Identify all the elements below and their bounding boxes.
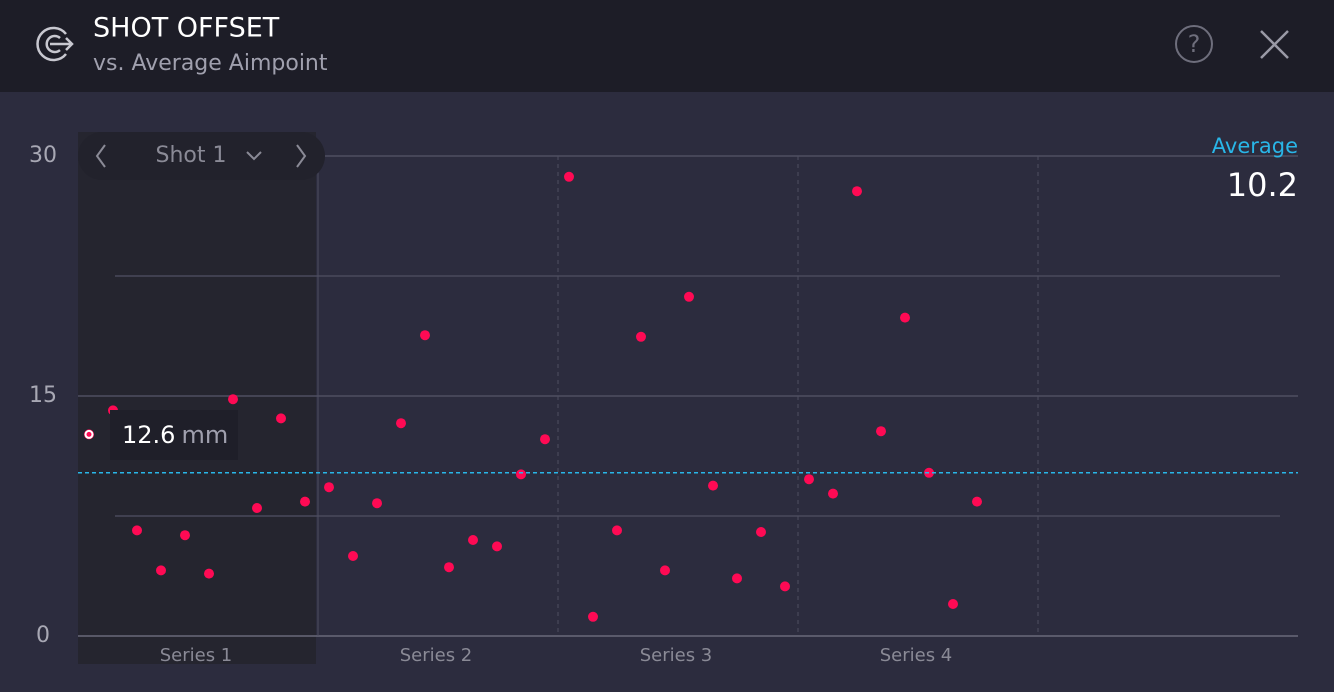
chart: 0 15 30 Series 1 Series 2 Series 3 Series 4 [29, 143, 1298, 666]
shot-point [300, 496, 310, 507]
close-button[interactable] [1260, 30, 1289, 59]
shot-point [852, 186, 862, 197]
shot-point [756, 527, 766, 537]
shot-point [708, 480, 718, 491]
shot-point [684, 291, 694, 302]
shot-point [444, 562, 454, 573]
shot-point [516, 469, 526, 480]
shot-point [132, 525, 142, 536]
shot-point [564, 171, 574, 182]
shot-point [948, 599, 958, 609]
header-title: SHOT OFFSET [93, 13, 280, 44]
dropdown-icon[interactable] [246, 151, 262, 161]
shot-point [588, 611, 598, 622]
prev-button[interactable] [95, 144, 106, 168]
y-tick-label: 30 [29, 143, 57, 168]
tooltip-unit: mm [181, 421, 228, 449]
x-tick-label: Series 3 [640, 645, 713, 666]
shot-point [972, 496, 982, 507]
shot-point [732, 573, 742, 584]
shot-point [252, 503, 262, 513]
help-button[interactable]: ? [1175, 25, 1213, 63]
shot-point [804, 474, 814, 485]
shot-point [156, 565, 166, 576]
shot-point [468, 535, 478, 545]
shot-point [876, 426, 886, 437]
header-subtitle: vs. Average Aimpoint [93, 51, 328, 76]
shot-point [660, 565, 670, 576]
shot-point [228, 394, 238, 405]
selected-band [78, 132, 316, 664]
shot-point [780, 581, 790, 592]
shot-point [348, 551, 358, 561]
shot-point [324, 482, 334, 493]
shot-point [828, 488, 838, 499]
logo-icon [36, 26, 74, 62]
shot-point [540, 434, 550, 445]
svg-text:?: ? [1188, 30, 1201, 58]
shot-point [372, 498, 382, 509]
shot-point [204, 568, 214, 579]
shot-point [276, 413, 286, 424]
tooltip: 12.6 mm [110, 410, 238, 460]
tooltip-value: 12.6 mm [122, 421, 228, 449]
header-bar [0, 0, 1334, 92]
shot-point [492, 541, 502, 552]
x-tick-label: Series 2 [400, 645, 473, 666]
shot-point [900, 312, 910, 323]
selector-label[interactable]: Shot 1 [156, 143, 227, 168]
y-tick-label: 15 [29, 383, 57, 408]
shot-selector[interactable]: Shot 1 [78, 132, 325, 180]
next-button[interactable] [296, 144, 307, 168]
shot-point [636, 331, 646, 342]
shot-point [612, 525, 622, 536]
y-tick-label: 0 [36, 623, 50, 648]
average-value: 10.2 [1227, 166, 1298, 204]
average-label: Average [1212, 134, 1298, 158]
shot-point [420, 330, 430, 341]
shot-point [396, 418, 406, 429]
tooltip-number: 12.6 [122, 421, 175, 449]
x-tick-label: Series 1 [160, 645, 233, 666]
shot-point [180, 530, 190, 541]
x-tick-label: Series 4 [880, 645, 953, 666]
selected-point [84, 429, 94, 439]
